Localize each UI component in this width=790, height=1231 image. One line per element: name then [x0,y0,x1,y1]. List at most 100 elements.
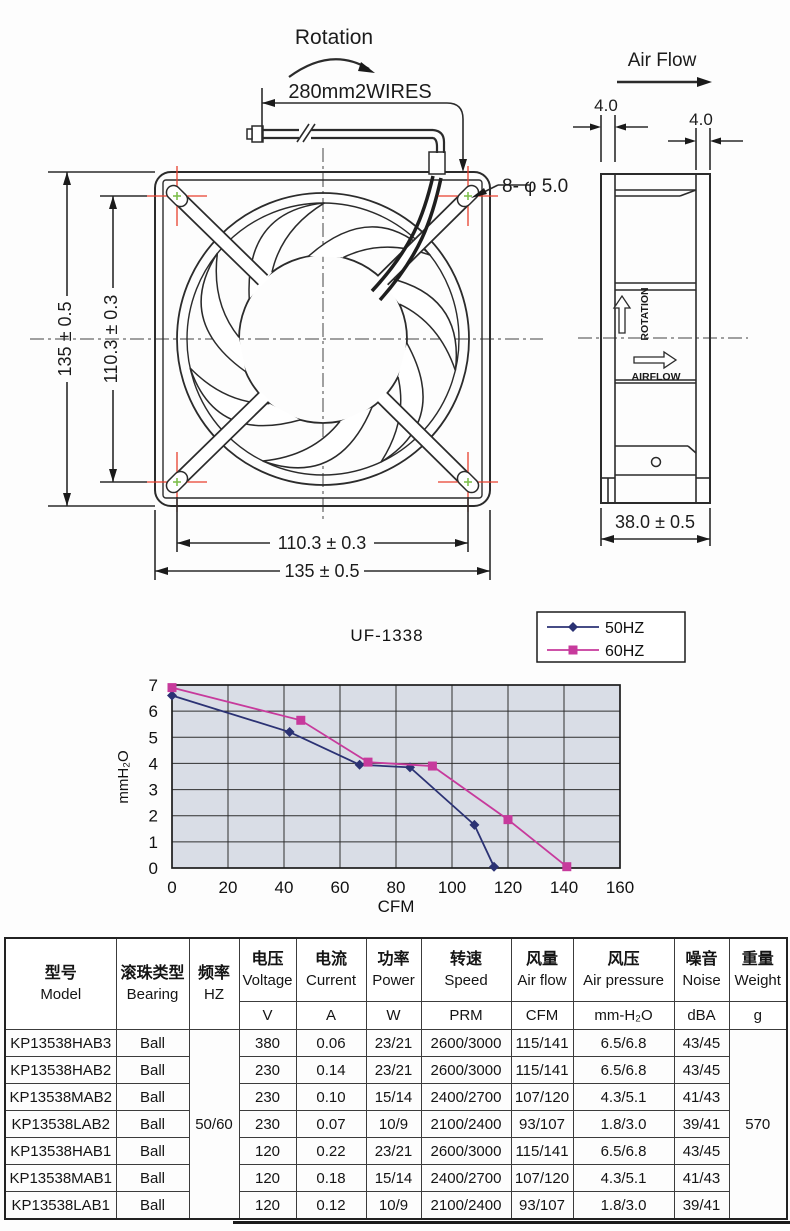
wire-grommet [428,151,446,175]
col-header: 风压 Air pressure [572,937,675,1002]
table-cell: 1.8/3.0 [572,1191,675,1220]
table-cell: 23/21 [365,1137,422,1165]
weight-cell: 570 [728,1029,788,1220]
model-cell: KP13538MAB2 [4,1083,117,1111]
table-cell: 41/43 [673,1083,730,1111]
table-cell: 23/21 [365,1056,422,1084]
unit-row: V A W PRM CFM mm-H₂O dBA g [5,1001,788,1030]
dim-height-inner [100,195,147,483]
unit-header: g [728,1001,788,1030]
table-cell: 43/45 [673,1029,730,1057]
table-cell: 93/107 [510,1191,574,1220]
table-cell: 2400/2700 [420,1083,512,1111]
series-50HZ [167,690,499,872]
data-point [562,862,572,872]
bearing-cell: Ball [115,1164,190,1192]
table-cell: 15/14 [365,1083,422,1111]
y-tick-label: 7 [149,676,158,695]
table-cell: 15/14 [365,1164,422,1192]
table-row: KP13538MAB2 Ball 230 0.10 15/14 2400/2700 107/… [4,1083,787,1111]
table-cell: 0.10 [295,1083,367,1111]
data-point [469,819,480,830]
data-point [167,683,177,693]
performance-chart: 0 1 2 3 4 5 6 7 0 20 40 60 80 100 120 140 160 UF-1338 CFM m… [115,611,686,916]
engineering-drawing: Rotation 280mm2WIRES 8- φ 5.0 135 ± 0.5 … [30,26,748,581]
x-tick-label: 160 [606,878,634,897]
col-header: 风量 Air flow [510,937,574,1002]
model-cell: KP13538HAB3 [4,1029,117,1057]
table-cell: 2100/2400 [420,1110,512,1138]
table-cell: 43/45 [673,1137,730,1165]
dim-depth [600,508,711,546]
table-cell: 6.5/6.8 [572,1056,675,1084]
spec-table-wrap: 型号 Model 滚珠类型 Bearing 频率 HZ 电压 Voltage 电流 Current… [4,937,788,1220]
table-cell: 120 [238,1191,297,1220]
table-cell: 120 [238,1164,297,1192]
table-cell: 0.07 [295,1110,367,1138]
unit-header: W [365,1001,422,1030]
side-airflow-label: AIRFLOW [632,371,681,383]
dim-height-outer-label: 135 ± 0.5 [55,302,75,377]
dim-flange-right [668,128,743,170]
table-cell: 2600/3000 [420,1029,512,1057]
table-row: KP13538HAB2 Ball 230 0.14 23/21 2600/3000 115/… [4,1056,787,1084]
table-cell: 2600/3000 [420,1137,512,1165]
side-rotation-label: ROTATION [639,287,651,340]
legend-label: 50HZ [605,620,644,637]
dim-flange-right-label: 4.0 [689,110,713,129]
y-tick-label: 2 [149,807,158,826]
data-point [354,759,365,770]
bearing-cell: Ball [115,1137,190,1165]
table-cell: 107/120 [510,1164,574,1192]
col-header: 电压 Voltage [238,937,297,1002]
x-tick-label: 80 [387,878,406,897]
table-cell: 23/21 [365,1029,422,1057]
table-cell: 2600/3000 [420,1056,512,1084]
table-row: KP13538HAB3 Ball 50/60 380 0.06 23/21 2600/300… [4,1029,788,1220]
table-cell: 0.22 [295,1137,367,1165]
unit-header: mm-H₂O [572,1001,675,1030]
rotation-up-arrow-icon [612,294,632,334]
table-cell: 0.12 [295,1191,367,1220]
wires-label: 280mm2WIRES [288,81,431,103]
rotation-label: Rotation [295,26,373,49]
table-cell: 120 [238,1137,297,1165]
col-header: 噪音 Noise [673,937,730,1002]
data-point [363,757,373,767]
bearing-cell: Ball [115,1110,190,1138]
table-cell: 2100/2400 [420,1191,512,1220]
table-cell: 39/41 [673,1110,730,1138]
data-point [489,861,499,872]
dim-flange-left [573,115,648,162]
dim-height-inner-label: 110.3 ± 0.3 [101,295,121,384]
wire-pigtail [246,123,446,153]
dim-width-outer-label: 135 ± 0.5 [285,561,360,581]
air-flow-arrow-icon [617,77,712,87]
dim-width-outer [154,510,491,580]
table-row: KP13538LAB1 Ball 120 0.12 10/9 2100/2400 93/10… [4,1191,787,1220]
spec-table: 型号 Model 滚珠类型 Bearing 频率 HZ 电压 Voltage 电流 Current… [4,937,788,1220]
chart-title: UF-1338 [350,626,423,645]
dim-height-outer [48,171,155,507]
side-view [600,173,711,504]
unit-header: CFM [510,1001,574,1030]
col-header: 转速 Speed [420,937,512,1002]
y-tick-label: 3 [149,781,158,800]
bearing-cell: Ball [115,1083,190,1111]
table-cell: 115/141 [510,1029,574,1057]
table-cell: 0.14 [295,1056,367,1084]
x-tick-label: 60 [331,878,350,897]
legend-label: 60HZ [605,643,644,660]
frequency-cell: 50/60 [188,1029,240,1220]
table-cell: 4.3/5.1 [572,1083,675,1111]
x-axis-label: CFM [378,897,415,916]
lead-wires [370,175,443,302]
col-header: 滚珠类型 Bearing [115,937,190,1030]
x-tick-label: 100 [438,878,466,897]
dim-width-inner-label: 110.3 ± 0.3 [278,533,367,553]
table-cell: 115/141 [510,1056,574,1084]
table-cell: 1.8/3.0 [572,1110,675,1138]
data-point [568,645,578,655]
fan-blades [177,184,479,488]
